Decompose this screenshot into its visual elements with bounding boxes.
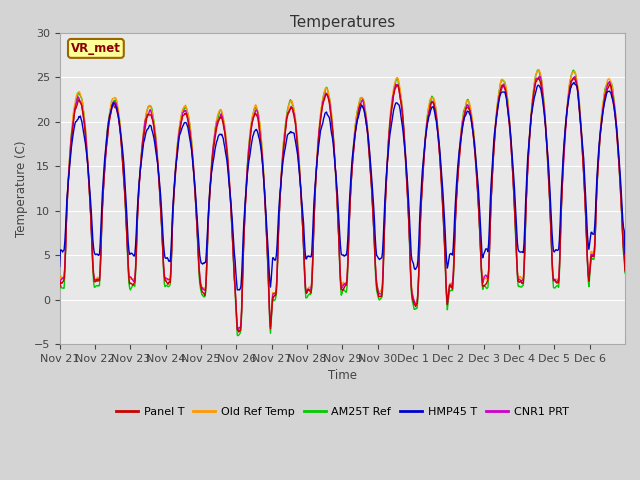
Legend: Panel T, Old Ref Temp, AM25T Ref, HMP45 T, CNR1 PRT: Panel T, Old Ref Temp, AM25T Ref, HMP45 … (111, 403, 573, 421)
Y-axis label: Temperature (C): Temperature (C) (15, 140, 28, 237)
X-axis label: Time: Time (328, 370, 357, 383)
Title: Temperatures: Temperatures (290, 15, 395, 30)
Text: VR_met: VR_met (71, 42, 121, 55)
